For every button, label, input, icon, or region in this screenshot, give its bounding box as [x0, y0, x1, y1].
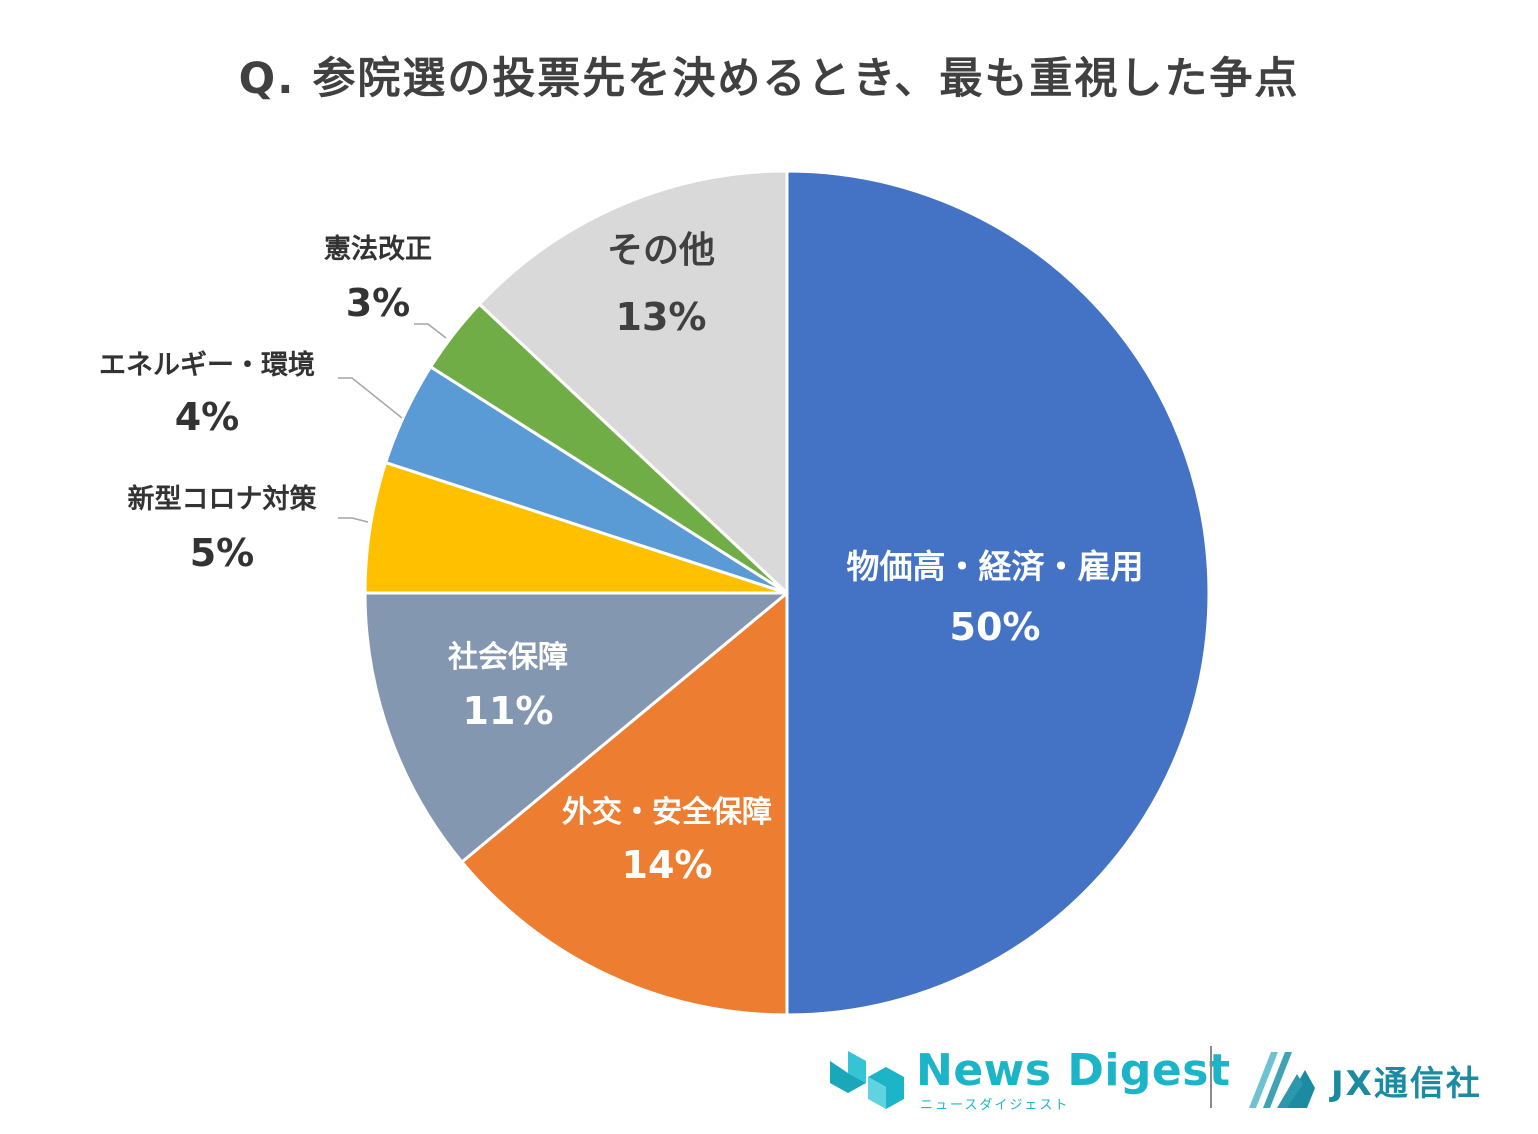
- leader-line: [338, 517, 369, 523]
- slice-value-label: 11%: [463, 689, 554, 733]
- jx-icon: [1249, 1052, 1315, 1108]
- slice-category-label: その他: [607, 230, 715, 271]
- slice-value-label: 3%: [346, 281, 411, 325]
- slice-category-label: 憲法改正: [324, 233, 432, 265]
- news-digest-icon: [830, 1051, 904, 1109]
- jx-name: JX通信社: [1331, 1063, 1482, 1104]
- slice-value-label: 4%: [175, 395, 240, 439]
- news-digest-logo: News Digest ニュースダイジェスト: [830, 1040, 1231, 1120]
- brand-divider: [1210, 1046, 1212, 1108]
- slice-category-label: 物価高・経済・雇用: [847, 547, 1144, 586]
- news-digest-kana: ニュースダイジェスト: [920, 1097, 1070, 1113]
- pie-slice: [477, 169, 789, 595]
- slice-category-label: エネルギー・環境: [99, 350, 315, 381]
- chart-title: Q. 参院選の投票先を決めるとき、最も重視した争点: [238, 54, 1300, 104]
- slice-category-label: 新型コロナ対策: [128, 483, 318, 515]
- slice-category-label: 外交・安全保障: [562, 795, 772, 830]
- slice-value-label: 14%: [622, 843, 713, 887]
- jx-logo: JX通信社: [1245, 1040, 1482, 1120]
- pie-slice: [363, 591, 789, 864]
- leader-line: [414, 323, 447, 339]
- slice-value-label: 50%: [950, 605, 1041, 649]
- leader-line: [338, 377, 403, 419]
- slice-value-label: 13%: [616, 295, 707, 339]
- pie-slice: [460, 591, 789, 1017]
- slice-category-label: 社会保障: [448, 640, 568, 675]
- slice-value-label: 5%: [190, 531, 255, 575]
- pie-slice: [785, 169, 1211, 1017]
- news-digest-name: News Digest: [916, 1044, 1231, 1096]
